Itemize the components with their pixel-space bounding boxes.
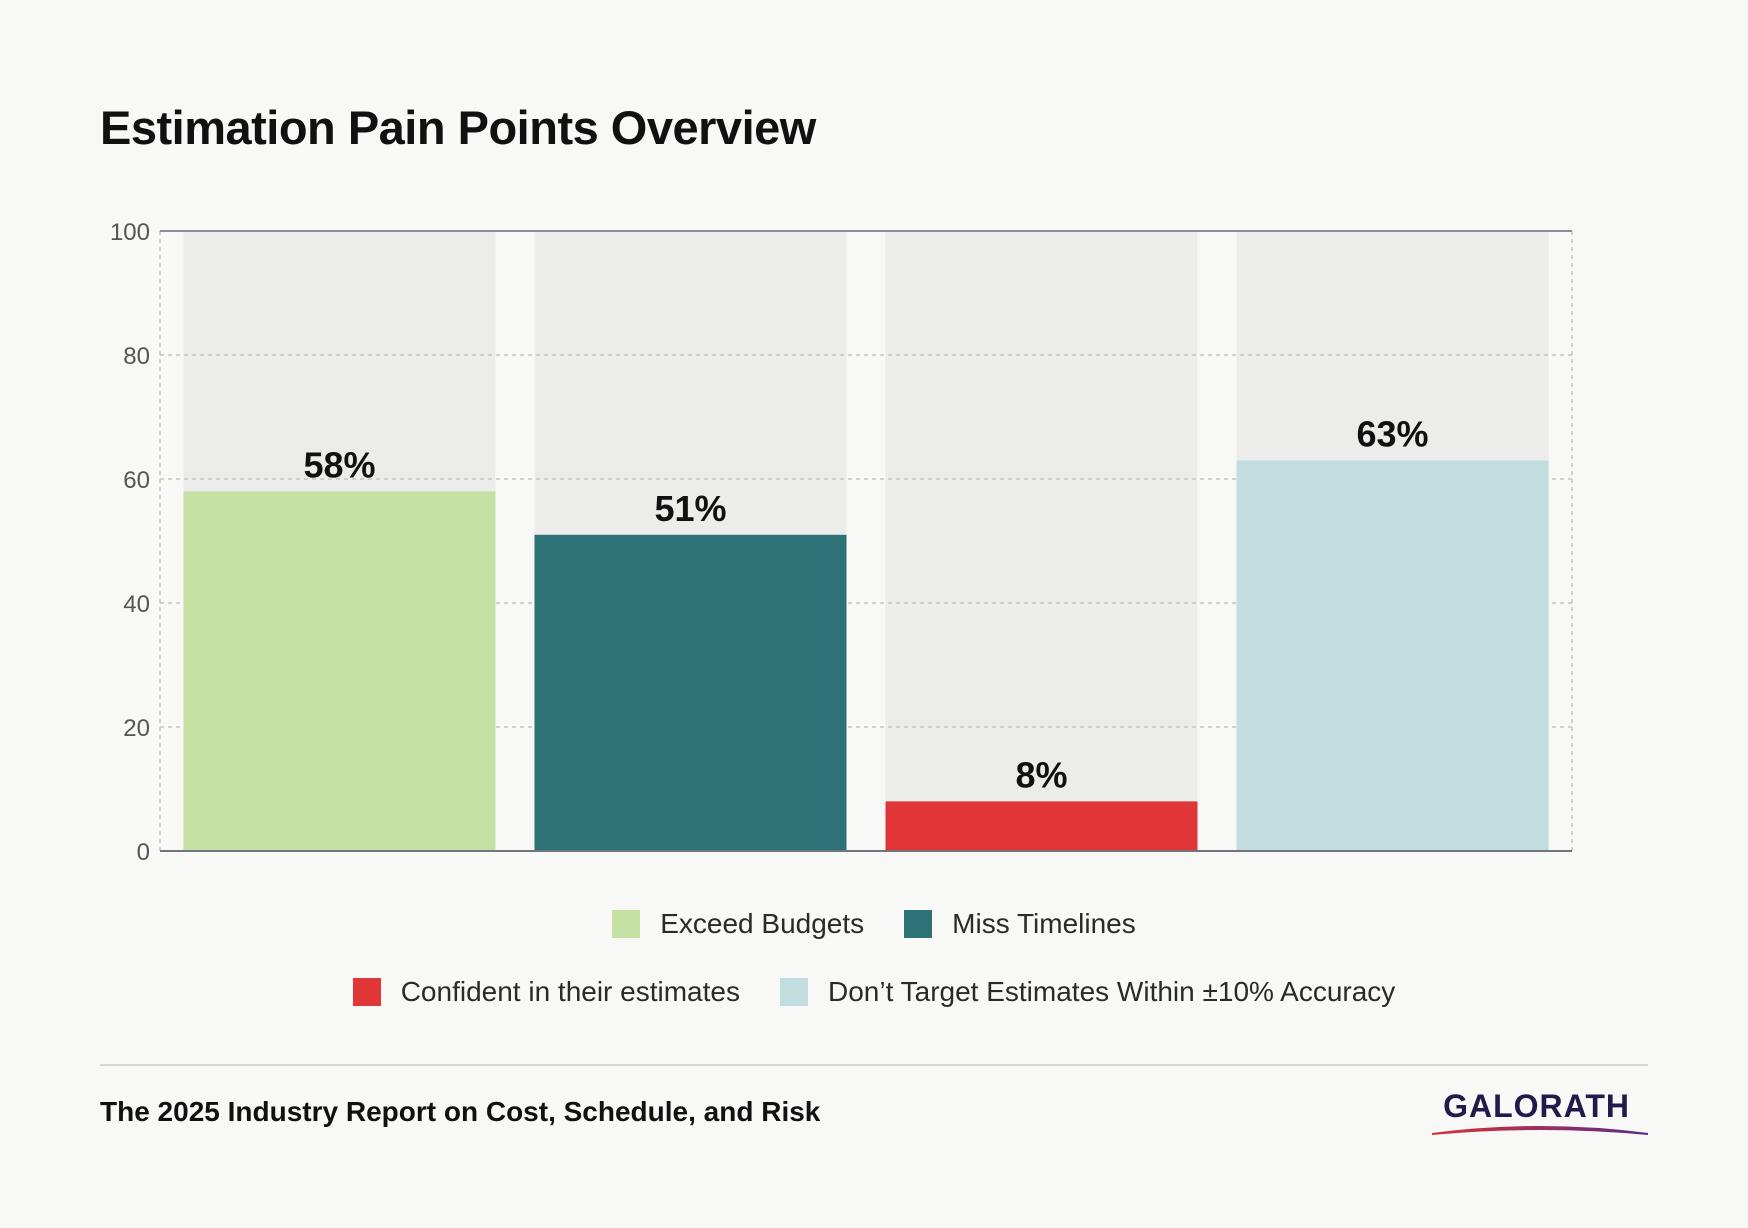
y-tick-label: 80 — [123, 343, 150, 370]
footer-divider — [100, 1064, 1648, 1066]
value-label-1: 58% — [303, 444, 375, 485]
y-tick-label: 40 — [123, 591, 150, 618]
bar-2 — [534, 534, 847, 851]
bar-1 — [183, 491, 496, 851]
source-text: The 2025 Industry Report on Cost, Schedu… — [100, 1096, 821, 1127]
logo-wordmark: GALORATH — [1443, 1088, 1630, 1124]
legend-item-confident: Confident in their estimates — [352, 976, 740, 1008]
legend-label: Don’t Target Estimates Within ±10% Accur… — [827, 976, 1396, 1007]
legend-swatch — [352, 978, 381, 1006]
value-label-3: 8% — [1015, 754, 1067, 795]
legend-item-accuracy-target: Don’t Target Estimates Within ±10% Accur… — [779, 976, 1396, 1008]
galorath-logo: GALORATH — [1430, 1088, 1650, 1138]
bar-3 — [885, 801, 1198, 851]
bar-4 — [1236, 460, 1549, 851]
legend-row-1: Exceed Budgets Miss Timelines — [0, 908, 1748, 940]
y-tick-label: 100 — [110, 219, 150, 246]
bar-chart: 0 20 40 60 80 100 58% 51% 8% 63% — [110, 219, 1573, 866]
bar-background — [885, 231, 1198, 851]
legend-swatch — [779, 978, 808, 1006]
value-label-4: 63% — [1356, 413, 1428, 454]
legend-swatch — [904, 910, 933, 938]
chart-title: Estimation Pain Points Overview — [100, 101, 816, 154]
legend-swatch — [612, 910, 641, 938]
legend-item-exceed-budgets: Exceed Budgets — [612, 908, 864, 940]
legend-label: Exceed Budgets — [660, 908, 865, 939]
y-tick-label: 0 — [137, 839, 150, 866]
legend-label: Confident in their estimates — [400, 976, 740, 1007]
legend-item-miss-timelines: Miss Timelines — [904, 908, 1136, 940]
y-tick-label: 60 — [123, 467, 150, 494]
legend-row-2: Confident in their estimates Don’t Targe… — [0, 976, 1748, 1008]
value-label-2: 51% — [654, 488, 726, 529]
logo-swoosh-icon — [1431, 1126, 1649, 1135]
y-tick-label: 20 — [123, 715, 150, 742]
legend-label: Miss Timelines — [952, 908, 1136, 939]
